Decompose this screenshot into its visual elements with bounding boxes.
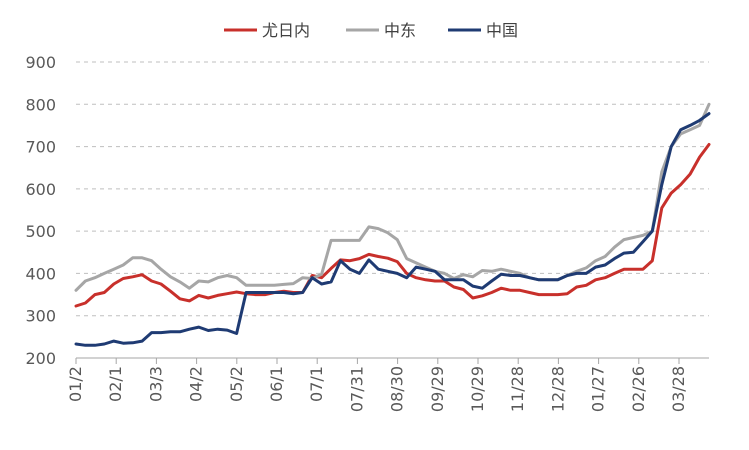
x-tick-label: 07/1 <box>307 366 326 402</box>
y-tick-label: 900 <box>25 53 56 72</box>
series-line-3 <box>74 112 711 347</box>
y-tick-label: 500 <box>25 222 56 241</box>
x-tick-label: 10/29 <box>468 366 487 412</box>
legend-label: 中东 <box>384 21 416 40</box>
x-tick-label: 01/2 <box>66 366 85 402</box>
x-tick-label: 06/1 <box>267 366 286 402</box>
y-tick-label: 200 <box>25 349 56 368</box>
y-axis: 200 300 400 500 600 700 800 900 <box>25 53 56 368</box>
legend: 尤日内 中东 中国 <box>224 21 518 40</box>
y-tick-label: 600 <box>25 180 56 199</box>
x-tick-label: 08/30 <box>388 366 407 412</box>
y-tick-label: 400 <box>25 264 56 283</box>
x-tick-label: 07/31 <box>347 366 366 412</box>
x-tick-label: 12/28 <box>548 366 567 412</box>
series-line-2 <box>74 102 711 292</box>
x-tick-label: 01/27 <box>589 366 608 412</box>
y-tick-label: 700 <box>25 138 56 157</box>
x-tick-label: 02/26 <box>629 366 648 412</box>
legend-label: 中国 <box>486 21 518 40</box>
y-tick-label: 800 <box>25 95 56 114</box>
x-tick-label: 04/2 <box>187 366 206 402</box>
x-axis: 01/2 02/1 03/3 04/2 05/2 06/1 07/1 07/31 08/30 09… <box>66 357 709 412</box>
x-tick-label: 03/3 <box>146 366 165 402</box>
series-group <box>74 102 711 347</box>
y-tick-label: 300 <box>25 307 56 326</box>
legend-label: 尤日内 <box>262 21 310 40</box>
x-tick-label: 03/28 <box>669 366 688 412</box>
x-tick-label: 02/1 <box>106 366 125 402</box>
x-tick-label: 11/28 <box>508 366 527 412</box>
gridlines <box>76 61 709 317</box>
x-tick-label: 09/29 <box>428 366 447 412</box>
x-tick-label: 05/2 <box>227 366 246 402</box>
series-line-1 <box>74 143 711 308</box>
